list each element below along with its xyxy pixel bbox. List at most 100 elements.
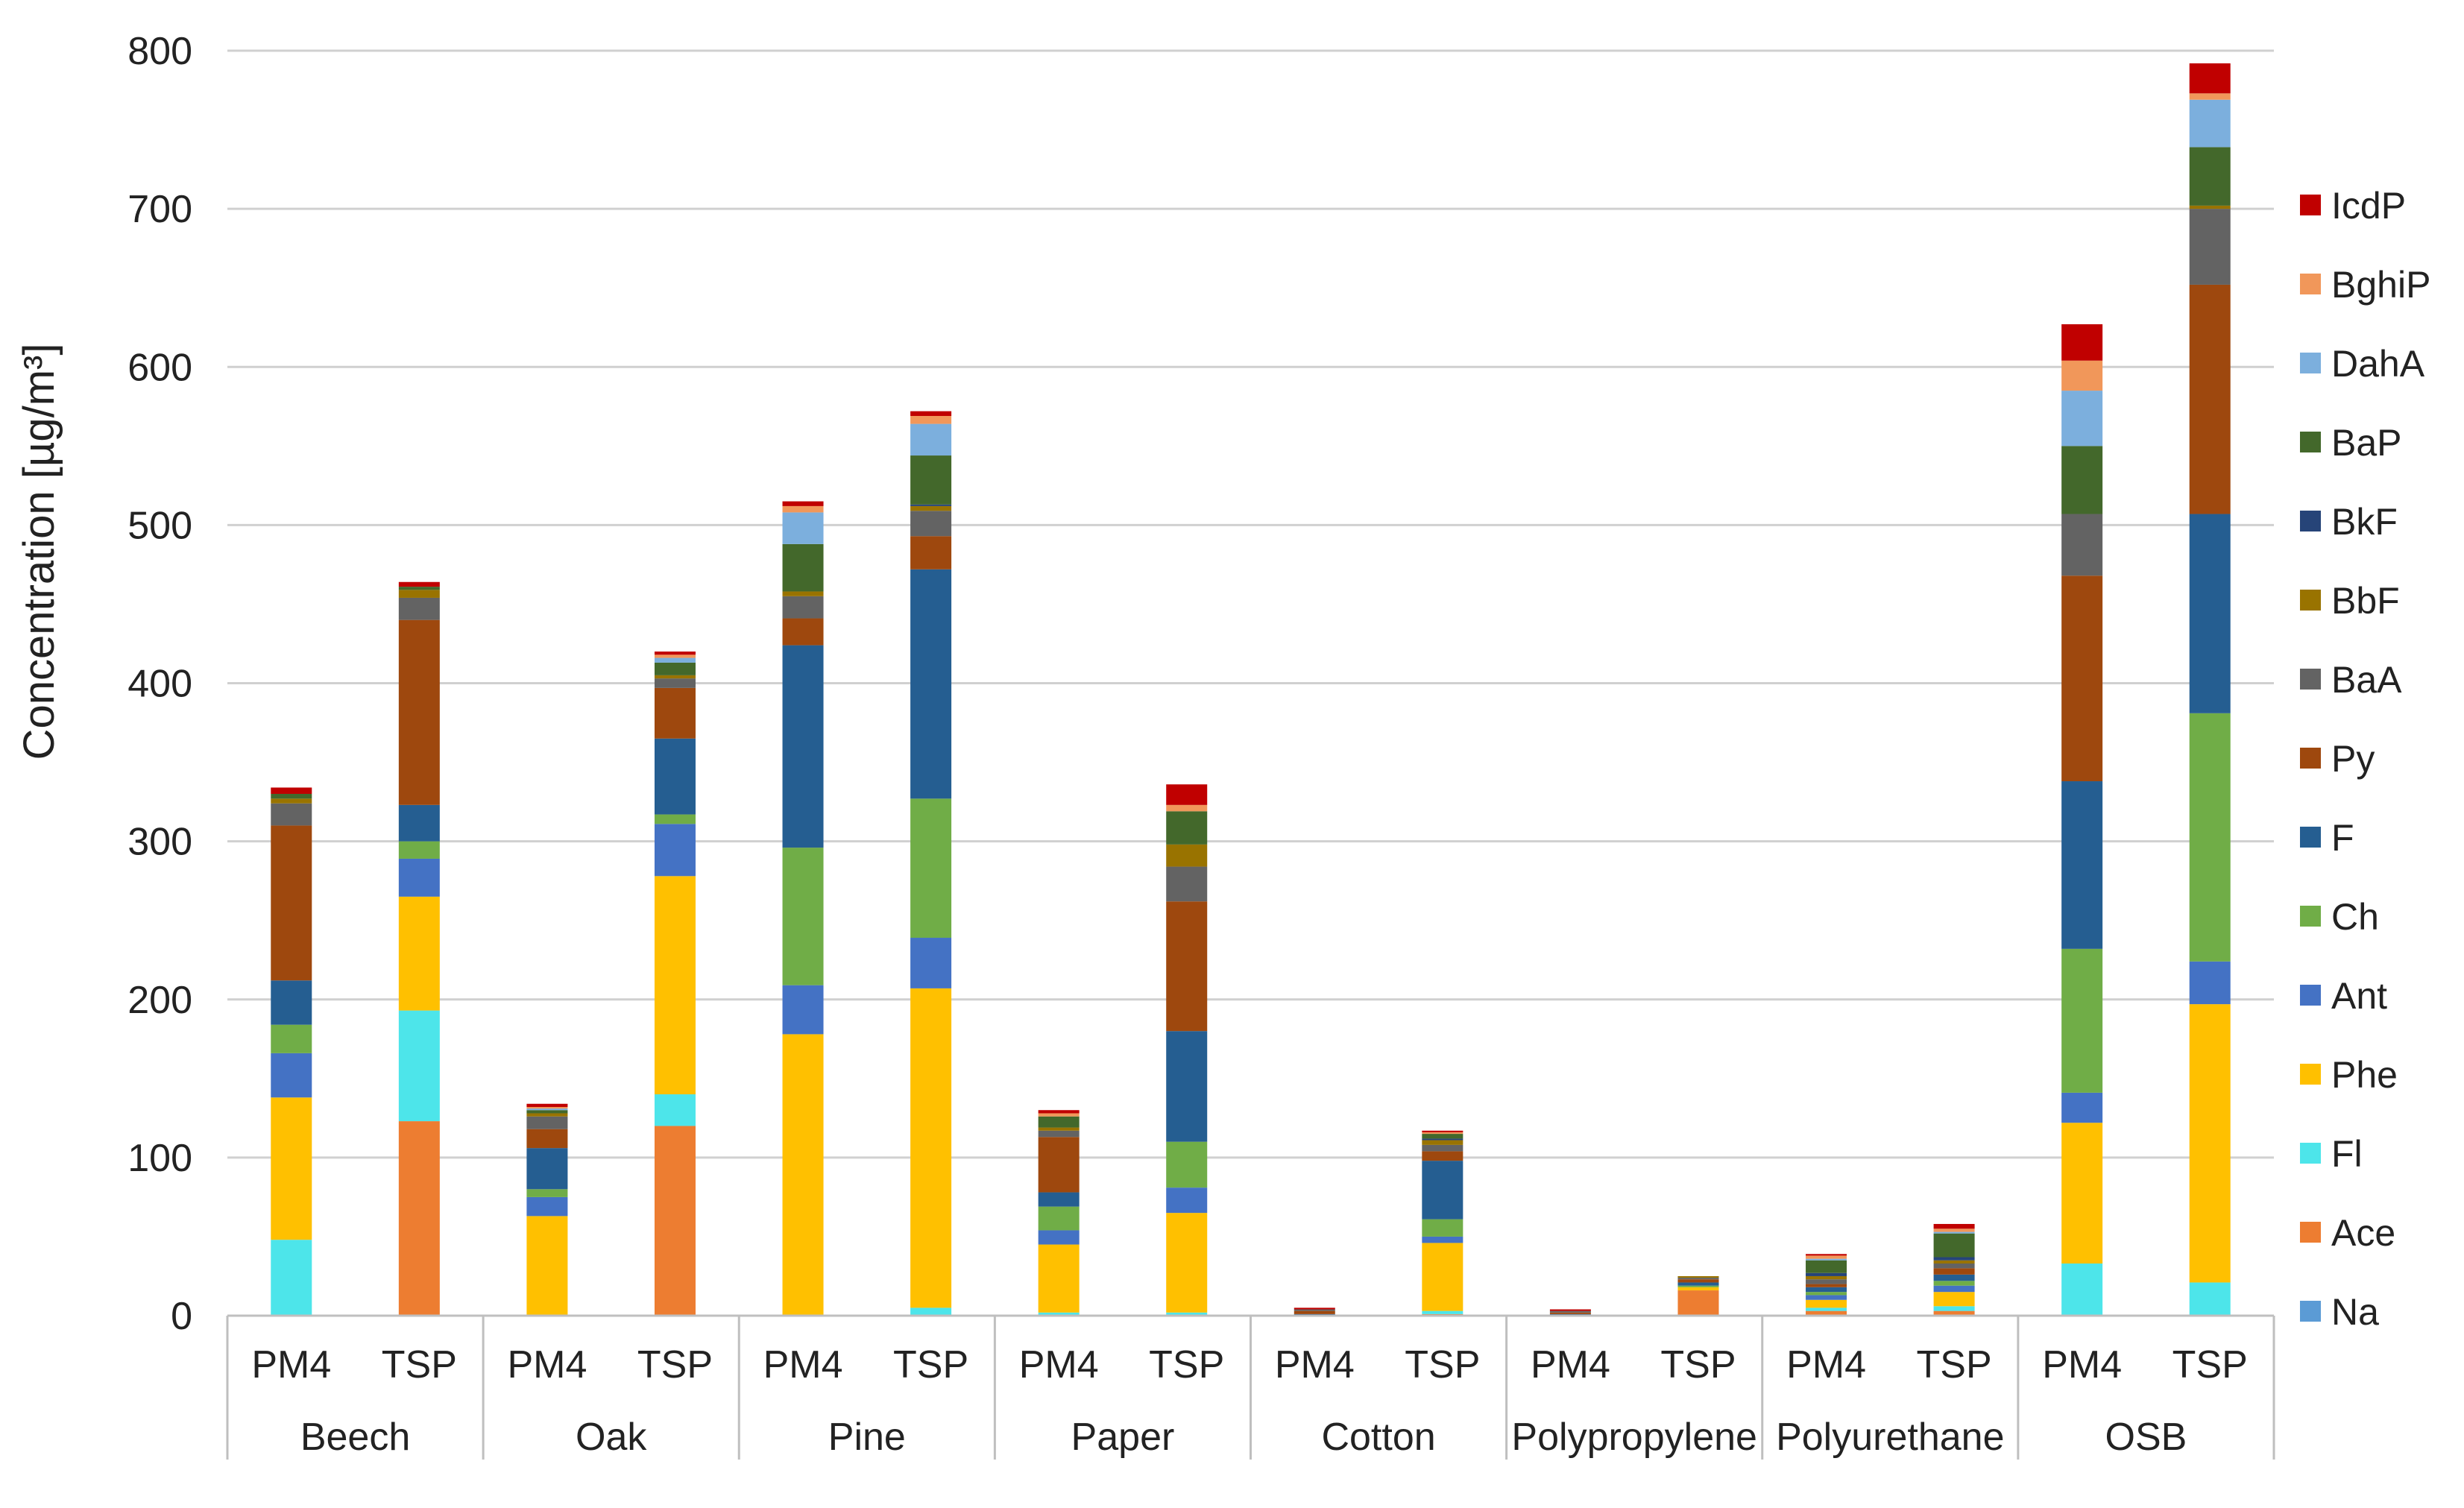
bar-segment-icdp bbox=[2189, 63, 2231, 94]
bar-segment-ant bbox=[654, 824, 696, 877]
legend-swatch-ant bbox=[2300, 985, 2321, 1006]
bar-segment-phe bbox=[1166, 1213, 1208, 1313]
y-tick-label: 600 bbox=[127, 346, 192, 389]
bar-segment-baa bbox=[654, 678, 696, 688]
x-category-label: TSP bbox=[893, 1343, 968, 1386]
bar-segment-bap bbox=[2061, 446, 2103, 514]
x-group-label: Paper bbox=[1071, 1416, 1175, 1459]
bar-segment-py bbox=[271, 825, 312, 981]
bar-segment-daha bbox=[1806, 1258, 1847, 1261]
bar-segment-ch bbox=[1038, 1206, 1080, 1231]
bar-segment-bghip bbox=[526, 1106, 568, 1109]
bar-segment-bbf bbox=[271, 798, 312, 804]
bar-segment-bap bbox=[271, 793, 312, 799]
x-group-label: OSB bbox=[2105, 1416, 2187, 1459]
bar-segment-ant bbox=[271, 1053, 312, 1098]
legend-swatch-bkf bbox=[2300, 511, 2321, 531]
x-category-label: TSP bbox=[2172, 1343, 2248, 1386]
bar-segment-py bbox=[398, 619, 440, 805]
bar-segment-ch bbox=[2061, 948, 2103, 1093]
bar-segment-phe bbox=[2061, 1123, 2103, 1263]
bar-segment-bghip bbox=[1422, 1132, 1463, 1135]
x-group-label: Polyurethane bbox=[1776, 1416, 2004, 1459]
bar-segment-fl bbox=[271, 1240, 312, 1316]
bar-segment-bap bbox=[398, 587, 440, 590]
bar-segment-f bbox=[1677, 1282, 1719, 1286]
bar-segment-f bbox=[910, 569, 952, 799]
y-tick-label: 300 bbox=[127, 821, 192, 864]
bar-segment-baa bbox=[782, 596, 824, 619]
x-axis: PM4 TSP Beech PM4 TSP Oak PM4 TSP Pine PM4 TSP Pape… bbox=[226, 1314, 2275, 1460]
x-category-label: TSP bbox=[1660, 1343, 1736, 1386]
bar-segment-ant bbox=[526, 1196, 568, 1217]
gridlines bbox=[227, 49, 2274, 1159]
bar-segment-icdp bbox=[1422, 1130, 1463, 1132]
bar-segment-py bbox=[1549, 1312, 1591, 1314]
x-category-label: TSP bbox=[637, 1343, 713, 1386]
bar-segment-py bbox=[2061, 575, 2103, 782]
bar-segment-ant bbox=[1933, 1285, 1975, 1293]
legend-label: BbF bbox=[2331, 580, 2400, 622]
legend-swatch-na bbox=[2300, 1301, 2321, 1322]
bar-segment-py bbox=[1422, 1151, 1463, 1161]
bar-segment-fl bbox=[1806, 1307, 1847, 1311]
bar-segment-daha bbox=[526, 1108, 568, 1111]
bar-segment-icdp bbox=[1933, 1223, 1975, 1229]
bar-segment-bghip bbox=[1933, 1228, 1975, 1232]
bar-segment-bghip bbox=[2189, 93, 2231, 100]
bar-segment-ch bbox=[1422, 1219, 1463, 1237]
bar-segment-phe bbox=[526, 1216, 568, 1316]
bar-segment-icdp bbox=[271, 787, 312, 794]
bar-segment-ant bbox=[1422, 1236, 1463, 1243]
bar-segment-fl bbox=[1038, 1312, 1080, 1316]
bar-segment-ace bbox=[1677, 1290, 1719, 1316]
bar-segment-f bbox=[782, 645, 824, 848]
bar-segment-ace bbox=[1806, 1310, 1847, 1316]
y-tick-label: 200 bbox=[127, 979, 192, 1022]
bar-segment-phe bbox=[654, 876, 696, 1095]
x-group-label: Cotton bbox=[1321, 1416, 1435, 1459]
bar-segment-bbf bbox=[526, 1113, 568, 1117]
y-axis-label: Concentration [µg/m³] bbox=[15, 344, 63, 760]
legend-swatch-bbf bbox=[2300, 590, 2321, 611]
bar-segment-daha bbox=[654, 657, 696, 663]
bar-segment-py bbox=[526, 1129, 568, 1149]
bar-segment-baa bbox=[1549, 1310, 1591, 1313]
bar-segment-bap bbox=[526, 1110, 568, 1114]
bar-segment-bap bbox=[1166, 811, 1208, 845]
bar-segment-bbf bbox=[1166, 844, 1208, 867]
bar-segment-f bbox=[2061, 781, 2103, 949]
legend-swatch-f bbox=[2300, 827, 2321, 848]
bar-segment-fl bbox=[398, 1010, 440, 1122]
bar-segment-phe bbox=[1422, 1243, 1463, 1311]
bar-segment-phe bbox=[1806, 1299, 1847, 1308]
bar-segment-icdp bbox=[1166, 784, 1208, 805]
legend-label: Ant bbox=[2331, 975, 2387, 1017]
bar-segment-bghip bbox=[1038, 1113, 1080, 1117]
bar-segment-bkf bbox=[1933, 1257, 1975, 1261]
bar-segment-baa bbox=[2189, 209, 2231, 285]
bar-segment-phe bbox=[2189, 1004, 2231, 1283]
bar-segment-py bbox=[1677, 1279, 1719, 1283]
bar-segment-phe bbox=[1933, 1292, 1975, 1307]
legend-swatch-ch bbox=[2300, 906, 2321, 927]
bar-segment-f bbox=[654, 738, 696, 815]
bar-segment-icdp bbox=[782, 501, 824, 506]
bar-segment-fl bbox=[910, 1307, 952, 1316]
x-group-label: Beech bbox=[300, 1416, 410, 1459]
bar-segment-phe bbox=[910, 988, 952, 1308]
bar-segment-baa bbox=[1933, 1263, 1975, 1269]
bar-segment-baa bbox=[1677, 1278, 1719, 1280]
bar-segment-bap bbox=[1038, 1116, 1080, 1128]
bar-segment-ch bbox=[1677, 1285, 1719, 1287]
bar-segment-py bbox=[782, 618, 824, 646]
bar-segment-baa bbox=[2061, 514, 2103, 576]
bar-segment-fl bbox=[654, 1094, 696, 1126]
bar-segment-icdp bbox=[1038, 1110, 1080, 1114]
bar-segment-ant bbox=[398, 858, 440, 897]
bar-segment-bbf bbox=[1422, 1140, 1463, 1145]
bar-segment-ch bbox=[1806, 1292, 1847, 1296]
legend-swatch-icdp bbox=[2300, 195, 2321, 215]
bar-segment-phe bbox=[1677, 1287, 1719, 1291]
